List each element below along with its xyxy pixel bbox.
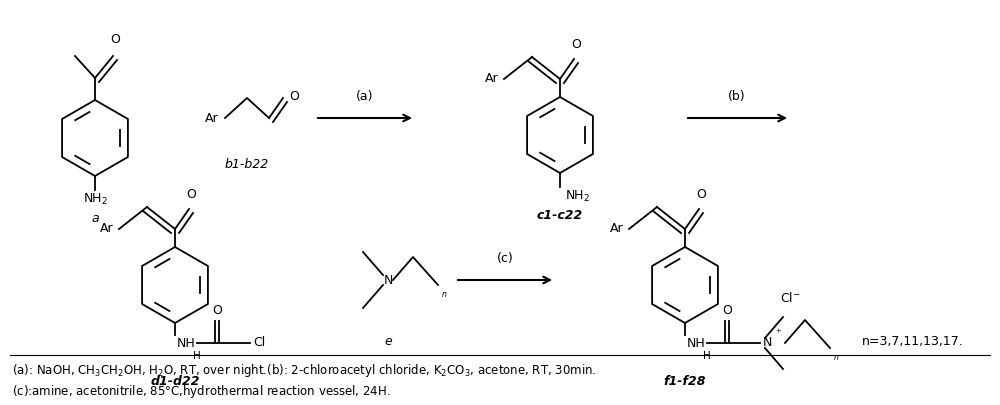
Text: Ar: Ar [100,222,114,235]
Text: b1-b22: b1-b22 [225,158,269,171]
Text: c1-c22: c1-c22 [537,209,583,222]
Text: $_n$: $_n$ [441,290,447,300]
Text: $^+$: $^+$ [774,328,782,338]
Text: Ar: Ar [485,72,499,85]
Text: e: e [384,335,392,348]
Text: NH$_2$: NH$_2$ [83,192,107,207]
Text: O: O [212,304,222,317]
Text: O: O [289,90,299,102]
Text: Cl$^{-}$: Cl$^{-}$ [780,291,800,305]
Text: NH: NH [177,337,196,350]
Text: (a): NaOH, CH$_3$CH$_2$OH, H$_2$O, RT, over night.(b): 2-chloroacetyl chloride, : (a): NaOH, CH$_3$CH$_2$OH, H$_2$O, RT, o… [12,362,596,379]
Text: d1-d22: d1-d22 [150,375,200,388]
Text: O: O [571,38,581,51]
Text: O: O [110,33,120,46]
Text: f1-f28: f1-f28 [664,375,706,388]
Text: (b): (b) [728,90,746,103]
Text: (c):amine, acetonitrile, 85$\mathregular{°}$C,hydrothermal reaction vessel, 24H.: (c):amine, acetonitrile, 85$\mathregular… [12,383,391,400]
Text: O: O [696,188,706,201]
Text: Ar: Ar [205,111,219,124]
Text: a: a [91,212,99,225]
Text: N: N [383,273,393,286]
Text: n=3,7,11,13,17.: n=3,7,11,13,17. [862,335,964,347]
Text: H: H [703,351,711,361]
Text: Cl: Cl [253,337,265,350]
Text: NH: NH [687,337,706,350]
Text: O: O [186,188,196,201]
Text: NH$_2$: NH$_2$ [565,189,590,204]
Text: O: O [722,304,732,317]
Text: (c): (c) [497,252,513,265]
Text: N: N [763,337,772,350]
Text: H: H [193,351,201,361]
Text: $_n$: $_n$ [833,353,839,363]
Text: Ar: Ar [610,222,624,235]
Text: (a): (a) [356,90,374,103]
